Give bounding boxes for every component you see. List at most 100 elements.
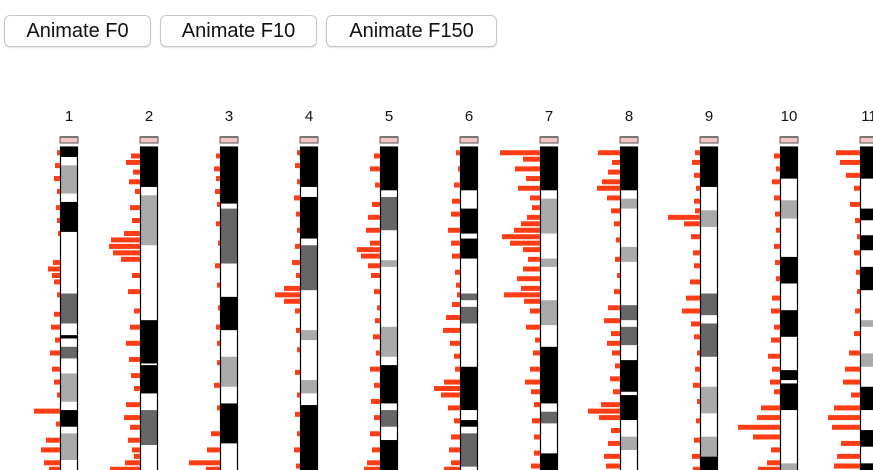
chromosome-label: 8 xyxy=(625,108,633,125)
band-white xyxy=(220,386,238,404)
histogram-bar xyxy=(216,153,220,159)
histogram-bar xyxy=(444,379,460,385)
histogram-bar xyxy=(694,172,700,178)
chromosome-outline xyxy=(619,146,639,470)
band-white xyxy=(220,443,238,470)
histogram-bar xyxy=(46,437,60,443)
band-black xyxy=(380,365,398,404)
chromosome-outline xyxy=(379,146,399,470)
band-white xyxy=(300,238,318,246)
band-gray xyxy=(700,210,718,228)
histogram-bar xyxy=(523,156,540,162)
band-white xyxy=(780,380,798,384)
animate-f0-button[interactable]: Animate F0 xyxy=(4,15,151,47)
band-black xyxy=(220,147,238,204)
histogram-bar xyxy=(690,279,700,285)
band-gray xyxy=(300,380,318,394)
band-dark xyxy=(60,346,78,359)
histogram-bar xyxy=(57,188,60,194)
band-white xyxy=(700,186,718,211)
histogram-bar xyxy=(521,285,540,291)
histogram-bar xyxy=(454,353,460,359)
band-black xyxy=(860,386,873,411)
band-black xyxy=(380,147,398,191)
histogram-bar xyxy=(615,256,620,262)
chromosome-outline xyxy=(779,146,799,470)
band-black xyxy=(140,147,158,188)
histogram-bar xyxy=(295,369,300,375)
band-black xyxy=(460,366,478,411)
histogram-bar xyxy=(668,214,700,220)
histogram-bar xyxy=(845,366,860,372)
band-white xyxy=(460,323,478,368)
band-white xyxy=(860,290,873,321)
histogram-bar xyxy=(135,188,140,194)
histogram-bar xyxy=(693,382,700,388)
histogram-bar xyxy=(214,166,220,172)
histogram-bar xyxy=(49,466,60,470)
band-black xyxy=(780,370,798,381)
band-white xyxy=(220,263,238,298)
chromosome-outline xyxy=(859,146,873,470)
band-dark xyxy=(540,411,558,424)
histogram-bar xyxy=(128,437,140,443)
band-dark xyxy=(220,208,238,264)
histogram-bar xyxy=(531,389,540,395)
histogram-bar xyxy=(297,227,300,233)
histogram-bar xyxy=(774,324,780,330)
histogram-bar xyxy=(608,305,620,311)
band-white xyxy=(780,336,798,371)
cap-bar xyxy=(300,136,318,138)
histogram-bar xyxy=(534,434,540,440)
histogram-bar xyxy=(526,324,540,330)
animate-f10-button[interactable]: Animate F10 xyxy=(160,15,317,47)
chromosome-8: 8 xyxy=(588,108,639,470)
band-gray xyxy=(60,165,78,194)
histogram-bar xyxy=(58,230,60,236)
band-white xyxy=(60,231,78,294)
band-gray xyxy=(700,436,718,457)
band-black xyxy=(700,147,718,188)
chromosome-4: 4 xyxy=(275,108,319,470)
histogram-bar xyxy=(696,185,700,191)
band-white xyxy=(300,393,318,406)
band-white xyxy=(460,300,478,308)
histogram-bar xyxy=(841,440,860,446)
histogram-bar xyxy=(753,434,780,440)
histogram-bar xyxy=(697,398,700,404)
histogram-bar xyxy=(771,337,780,343)
histogram-bar xyxy=(854,185,860,191)
histogram-bar xyxy=(837,453,860,459)
band-white xyxy=(220,203,238,209)
histogram-bar xyxy=(524,298,540,304)
histogram-bar xyxy=(849,350,860,356)
histogram-bar xyxy=(51,324,60,330)
histogram-bar xyxy=(131,153,140,159)
animate-f150-button[interactable]: Animate F150 xyxy=(326,15,497,47)
chromosome-outline xyxy=(139,146,159,470)
band-white xyxy=(620,420,638,438)
histogram-bar xyxy=(215,188,220,194)
band-black xyxy=(780,256,798,284)
histogram-bar xyxy=(451,434,460,440)
histogram-bar xyxy=(296,211,300,217)
band-white xyxy=(60,401,78,411)
histogram-bar xyxy=(776,227,780,233)
band-black xyxy=(700,456,718,470)
band-black xyxy=(540,346,558,404)
band-gray xyxy=(220,356,238,388)
band-white xyxy=(460,410,478,421)
histogram-bar xyxy=(458,166,460,172)
histogram-bar xyxy=(533,350,540,356)
histogram-bar xyxy=(692,159,700,165)
histogram-bar xyxy=(454,182,460,188)
histogram-bar xyxy=(607,340,620,346)
histogram-bar xyxy=(133,169,140,175)
band-white xyxy=(60,193,78,203)
histogram-bar xyxy=(612,159,620,165)
histogram-bar xyxy=(854,331,860,337)
histogram-bar xyxy=(606,463,620,469)
histogram-bar xyxy=(376,350,380,356)
band-white xyxy=(380,356,398,366)
histogram-bar xyxy=(588,408,620,414)
